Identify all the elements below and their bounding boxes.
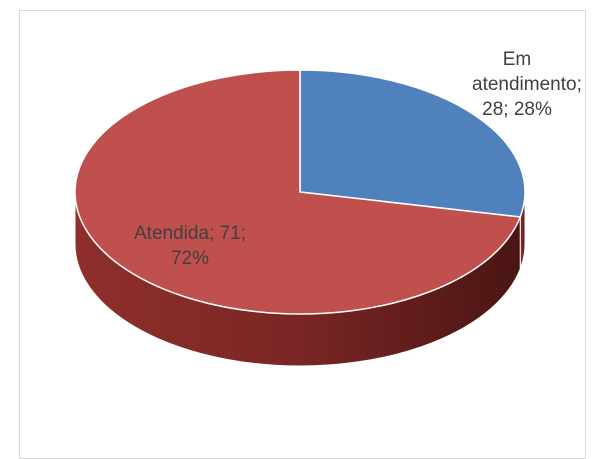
data-label-atendida: Atendida; 71; 72% — [134, 223, 246, 269]
data-label-em-atendimento: Em atendimento; 28; 28% — [472, 49, 582, 120]
pie-slice-atendida — [74, 69, 522, 315]
pie-slice-em-atendimento — [299, 69, 526, 218]
